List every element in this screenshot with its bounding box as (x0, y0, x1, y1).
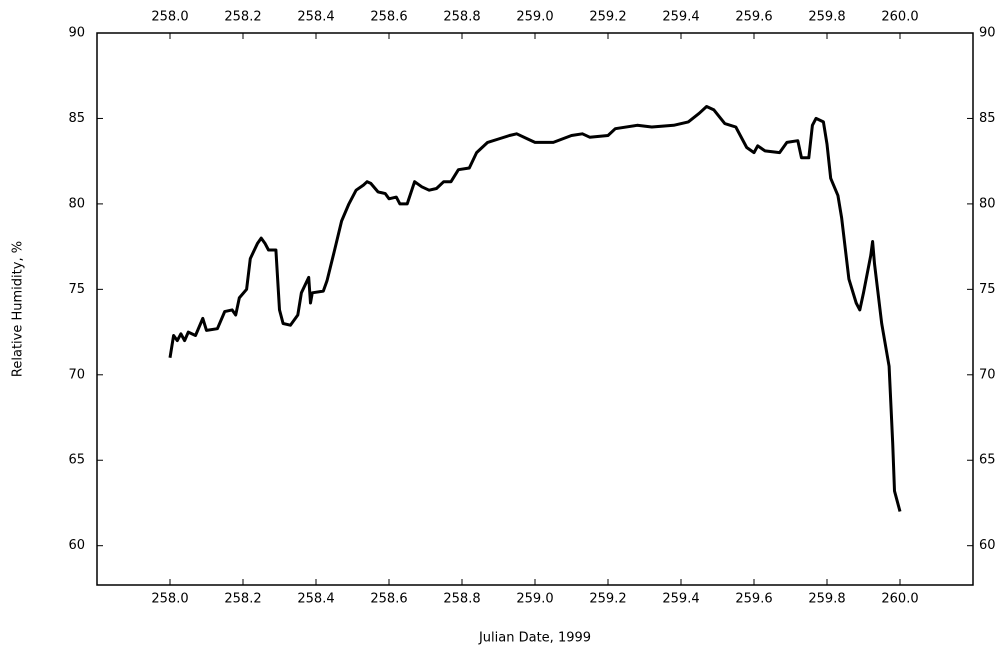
x-tick-label-top: 259.6 (735, 10, 772, 25)
y-tick-label: 80 (68, 196, 85, 211)
x-tick-label-top: 259.2 (589, 10, 626, 25)
y-tick-label-right: 80 (979, 196, 996, 211)
x-tick-label-top: 258.8 (443, 10, 480, 25)
y-tick-label-right: 85 (979, 111, 996, 126)
x-tick-label-top: 260.0 (881, 10, 918, 25)
y-tick-label-right: 65 (979, 453, 996, 468)
x-tick-label-top: 258.4 (297, 10, 334, 25)
x-tick-label: 258.4 (297, 592, 334, 607)
y-tick-label: 90 (68, 26, 85, 41)
y-tick-label: 65 (68, 453, 85, 468)
x-tick-label: 259.4 (662, 592, 699, 607)
plot-frame (96, 32, 974, 586)
y-tick-label: 75 (68, 282, 85, 297)
x-tick-label: 258.8 (443, 592, 480, 607)
x-tick-label: 260.0 (881, 592, 918, 607)
y-tick-label: 70 (68, 367, 85, 382)
y-tick-label-right: 90 (979, 26, 996, 41)
y-tick-label-right: 75 (979, 282, 996, 297)
x-tick-label: 259.6 (735, 592, 772, 607)
x-tick-label-top: 259.0 (516, 10, 553, 25)
x-tick-label-top: 259.8 (808, 10, 845, 25)
x-tick-label: 258.6 (370, 592, 407, 607)
y-tick-label-right: 70 (979, 367, 996, 382)
x-tick-label-top: 258.2 (224, 10, 261, 25)
x-tick-label: 258.0 (151, 592, 188, 607)
x-tick-label: 258.2 (224, 592, 261, 607)
x-tick-label-top: 258.6 (370, 10, 407, 25)
y-tick-label-right: 60 (979, 538, 996, 553)
x-tick-label: 259.0 (516, 592, 553, 607)
y-tick-label: 85 (68, 111, 85, 126)
data-line (168, 105, 902, 512)
x-tick-label-top: 259.4 (662, 10, 699, 25)
y-tick-label: 60 (68, 538, 85, 553)
x-axis-label: Julian Date, 1999 (478, 631, 591, 646)
x-tick-label-top: 258.0 (151, 10, 188, 25)
x-tick-label: 259.2 (589, 592, 626, 607)
y-axis-label: Relative Humidity, % (11, 241, 26, 377)
x-tick-label: 259.8 (808, 592, 845, 607)
